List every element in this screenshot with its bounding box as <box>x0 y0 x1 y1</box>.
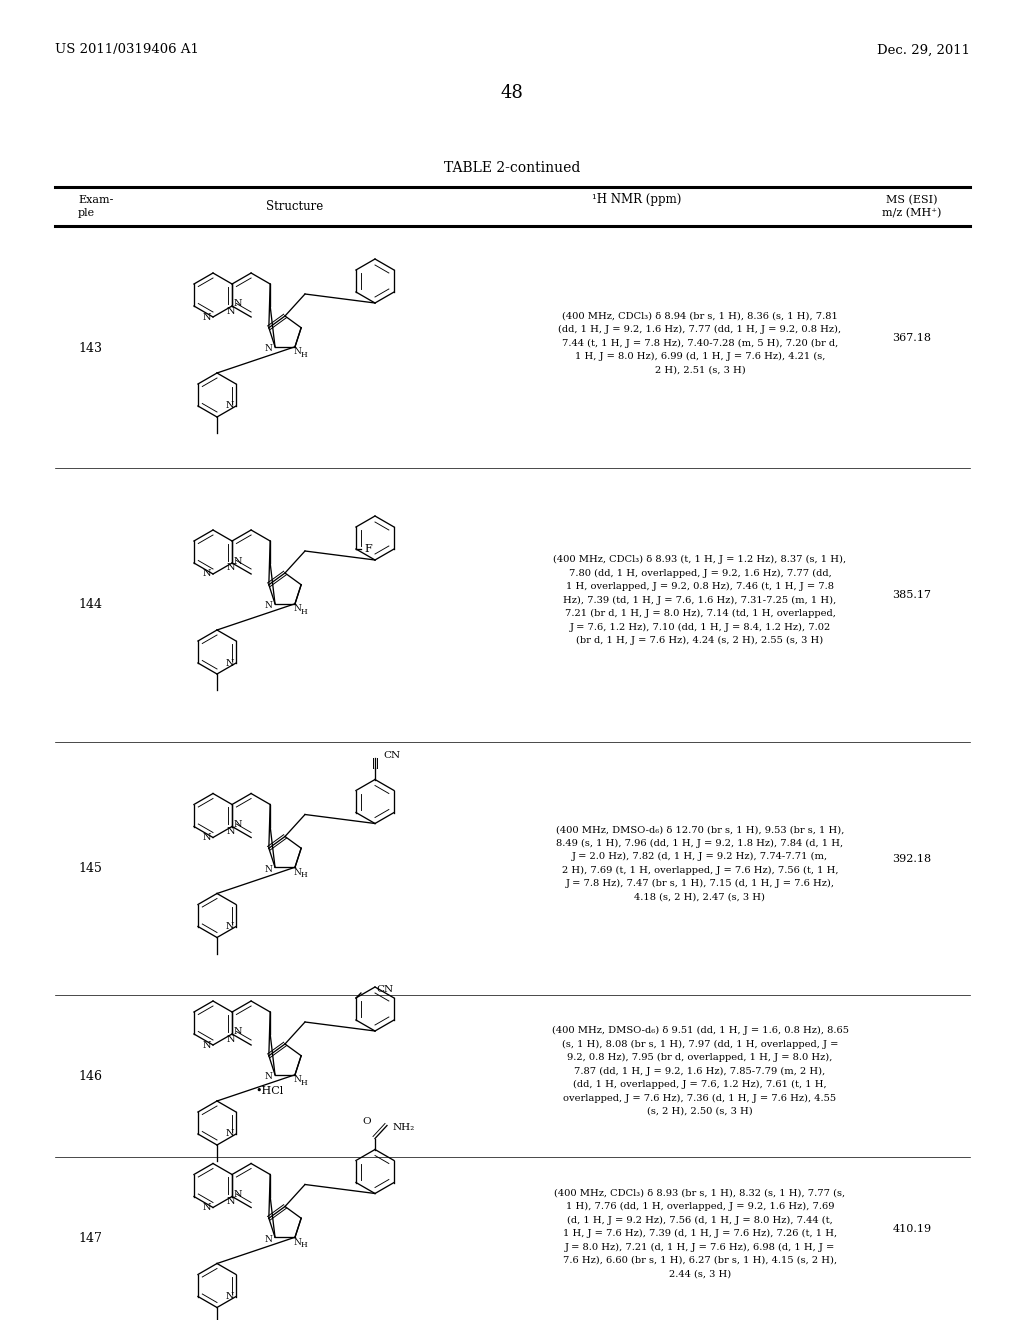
Text: 367.18: 367.18 <box>893 333 932 343</box>
Text: 2 H), 7.69 (t, 1 H, overlapped, J = 7.6 Hz), 7.56 (t, 1 H,: 2 H), 7.69 (t, 1 H, overlapped, J = 7.6 … <box>562 866 839 875</box>
Text: TABLE 2-continued: TABLE 2-continued <box>443 161 581 176</box>
Text: MS (ESI): MS (ESI) <box>886 195 938 205</box>
Text: N: N <box>203 833 211 842</box>
Text: N: N <box>293 1076 301 1084</box>
Text: N: N <box>226 1130 234 1138</box>
Text: Dec. 29, 2011: Dec. 29, 2011 <box>877 44 970 57</box>
Text: m/z (MH⁺): m/z (MH⁺) <box>883 207 942 218</box>
Text: N: N <box>264 1072 272 1081</box>
Text: N: N <box>226 401 234 411</box>
Text: 7.6 Hz), 6.60 (br s, 1 H), 6.27 (br s, 1 H), 4.15 (s, 2 H),: 7.6 Hz), 6.60 (br s, 1 H), 6.27 (br s, 1… <box>563 1257 837 1265</box>
Text: N: N <box>233 300 243 309</box>
Text: •HCl: •HCl <box>255 1086 284 1096</box>
Text: (400 MHz, CDCl₃) δ 8.94 (br s, 1 H), 8.36 (s, 1 H), 7.81: (400 MHz, CDCl₃) δ 8.94 (br s, 1 H), 8.3… <box>562 312 838 321</box>
Text: O: O <box>362 1117 372 1126</box>
Text: J = 2.0 Hz), 7.82 (d, 1 H, J = 9.2 Hz), 7.74-7.71 (m,: J = 2.0 Hz), 7.82 (d, 1 H, J = 9.2 Hz), … <box>572 853 828 862</box>
Text: (400 MHz, CDCl₃) δ 8.93 (t, 1 H, J = 1.2 Hz), 8.37 (s, 1 H),: (400 MHz, CDCl₃) δ 8.93 (t, 1 H, J = 1.2… <box>553 554 847 564</box>
Text: N: N <box>293 1238 301 1247</box>
Text: 147: 147 <box>78 1232 101 1245</box>
Text: F: F <box>365 544 372 554</box>
Text: ¹H NMR (ppm): ¹H NMR (ppm) <box>592 194 682 206</box>
Text: H: H <box>301 607 307 615</box>
Text: N: N <box>233 1027 243 1036</box>
Text: N: N <box>226 1035 236 1044</box>
Text: N: N <box>233 820 243 829</box>
Text: 7.80 (dd, 1 H, overlapped, J = 9.2, 1.6 Hz), 7.77 (dd,: 7.80 (dd, 1 H, overlapped, J = 9.2, 1.6 … <box>568 569 831 578</box>
Text: CN: CN <box>383 751 400 760</box>
Text: NH₂: NH₂ <box>393 1123 416 1133</box>
Text: N: N <box>264 345 272 354</box>
Text: (br d, 1 H, J = 7.6 Hz), 4.24 (s, 2 H), 2.55 (s, 3 H): (br d, 1 H, J = 7.6 Hz), 4.24 (s, 2 H), … <box>577 636 823 645</box>
Text: (400 MHz, DMSO-d₆) δ 12.70 (br s, 1 H), 9.53 (br s, 1 H),: (400 MHz, DMSO-d₆) δ 12.70 (br s, 1 H), … <box>556 825 844 834</box>
Text: 7.44 (t, 1 H, J = 7.8 Hz), 7.40-7.28 (m, 5 H), 7.20 (br d,: 7.44 (t, 1 H, J = 7.8 Hz), 7.40-7.28 (m,… <box>562 338 838 347</box>
Text: overlapped, J = 7.6 Hz), 7.36 (d, 1 H, J = 7.6 Hz), 4.55: overlapped, J = 7.6 Hz), 7.36 (d, 1 H, J… <box>563 1093 837 1102</box>
Text: (d, 1 H, J = 9.2 Hz), 7.56 (d, 1 H, J = 8.0 Hz), 7.44 (t,: (d, 1 H, J = 9.2 Hz), 7.56 (d, 1 H, J = … <box>567 1216 833 1225</box>
Text: Exam-: Exam- <box>78 195 114 205</box>
Text: 144: 144 <box>78 598 102 611</box>
Text: N: N <box>264 601 272 610</box>
Text: N: N <box>264 865 272 874</box>
Text: 410.19: 410.19 <box>893 1224 932 1233</box>
Text: US 2011/0319406 A1: US 2011/0319406 A1 <box>55 44 199 57</box>
Text: (400 MHz, DMSO-d₆) δ 9.51 (dd, 1 H, J = 1.6, 0.8 Hz), 8.65: (400 MHz, DMSO-d₆) δ 9.51 (dd, 1 H, J = … <box>552 1026 849 1035</box>
Text: 146: 146 <box>78 1069 102 1082</box>
Text: 2.44 (s, 3 H): 2.44 (s, 3 H) <box>669 1270 731 1279</box>
Text: (s, 2 H), 2.50 (s, 3 H): (s, 2 H), 2.50 (s, 3 H) <box>647 1107 753 1115</box>
Text: N: N <box>226 564 236 573</box>
Text: (dd, 1 H, J = 9.2, 1.6 Hz), 7.77 (dd, 1 H, J = 9.2, 0.8 Hz),: (dd, 1 H, J = 9.2, 1.6 Hz), 7.77 (dd, 1 … <box>558 325 842 334</box>
Text: N: N <box>203 313 211 322</box>
Text: N: N <box>226 306 236 315</box>
Text: N: N <box>233 557 243 565</box>
Text: 4.18 (s, 2 H), 2.47 (s, 3 H): 4.18 (s, 2 H), 2.47 (s, 3 H) <box>635 892 766 902</box>
Text: J = 8.0 Hz), 7.21 (d, 1 H, J = 7.6 Hz), 6.98 (d, 1 H, J =: J = 8.0 Hz), 7.21 (d, 1 H, J = 7.6 Hz), … <box>565 1242 836 1251</box>
Text: H: H <box>301 351 307 359</box>
Text: 2 H), 2.51 (s, 3 H): 2 H), 2.51 (s, 3 H) <box>654 366 745 375</box>
Text: N: N <box>203 569 211 578</box>
Text: 8.49 (s, 1 H), 7.96 (dd, 1 H, J = 9.2, 1.8 Hz), 7.84 (d, 1 H,: 8.49 (s, 1 H), 7.96 (dd, 1 H, J = 9.2, 1… <box>556 838 844 847</box>
Text: (400 MHz, CDCl₃) δ 8.93 (br s, 1 H), 8.32 (s, 1 H), 7.77 (s,: (400 MHz, CDCl₃) δ 8.93 (br s, 1 H), 8.3… <box>554 1188 846 1197</box>
Text: 7.87 (dd, 1 H, J = 9.2, 1.6 Hz), 7.85-7.79 (m, 2 H),: 7.87 (dd, 1 H, J = 9.2, 1.6 Hz), 7.85-7.… <box>574 1067 825 1076</box>
Text: 7.21 (br d, 1 H, J = 8.0 Hz), 7.14 (td, 1 H, overlapped,: 7.21 (br d, 1 H, J = 8.0 Hz), 7.14 (td, … <box>564 609 836 618</box>
Text: N: N <box>226 921 234 931</box>
Text: 1 H, overlapped, J = 9.2, 0.8 Hz), 7.46 (t, 1 H, J = 7.8: 1 H, overlapped, J = 9.2, 0.8 Hz), 7.46 … <box>566 582 834 591</box>
Text: N: N <box>293 867 301 876</box>
Text: N: N <box>203 1040 211 1049</box>
Text: ple: ple <box>78 209 95 218</box>
Text: 1 H, J = 8.0 Hz), 6.99 (d, 1 H, J = 7.6 Hz), 4.21 (s,: 1 H, J = 8.0 Hz), 6.99 (d, 1 H, J = 7.6 … <box>574 352 825 362</box>
Text: 143: 143 <box>78 342 102 355</box>
Text: J = 7.6, 1.2 Hz), 7.10 (dd, 1 H, J = 8.4, 1.2 Hz), 7.02: J = 7.6, 1.2 Hz), 7.10 (dd, 1 H, J = 8.4… <box>569 623 830 631</box>
Text: 1 H, J = 7.6 Hz), 7.39 (d, 1 H, J = 7.6 Hz), 7.26 (t, 1 H,: 1 H, J = 7.6 Hz), 7.39 (d, 1 H, J = 7.6 … <box>563 1229 837 1238</box>
Text: N: N <box>233 1191 243 1199</box>
Text: 145: 145 <box>78 862 101 875</box>
Text: N: N <box>203 1203 211 1212</box>
Text: H: H <box>301 871 307 879</box>
Text: H: H <box>301 1078 307 1086</box>
Text: CN: CN <box>376 986 393 994</box>
Text: N: N <box>226 659 234 668</box>
Text: J = 7.8 Hz), 7.47 (br s, 1 H), 7.15 (d, 1 H, J = 7.6 Hz),: J = 7.8 Hz), 7.47 (br s, 1 H), 7.15 (d, … <box>565 879 835 888</box>
Text: N: N <box>226 1292 234 1302</box>
Text: 1 H), 7.76 (dd, 1 H, overlapped, J = 9.2, 1.6 Hz), 7.69: 1 H), 7.76 (dd, 1 H, overlapped, J = 9.2… <box>565 1203 835 1210</box>
Text: 385.17: 385.17 <box>893 590 932 601</box>
Text: H: H <box>301 1241 307 1249</box>
Text: N: N <box>293 605 301 614</box>
Text: (dd, 1 H, overlapped, J = 7.6, 1.2 Hz), 7.61 (t, 1 H,: (dd, 1 H, overlapped, J = 7.6, 1.2 Hz), … <box>573 1080 826 1089</box>
Text: 9.2, 0.8 Hz), 7.95 (br d, overlapped, 1 H, J = 8.0 Hz),: 9.2, 0.8 Hz), 7.95 (br d, overlapped, 1 … <box>567 1053 833 1063</box>
Text: 48: 48 <box>501 84 523 102</box>
Text: N: N <box>226 828 236 836</box>
Text: Structure: Structure <box>266 201 324 214</box>
Text: N: N <box>293 347 301 356</box>
Text: 392.18: 392.18 <box>893 854 932 863</box>
Text: (s, 1 H), 8.08 (br s, 1 H), 7.97 (dd, 1 H, overlapped, J =: (s, 1 H), 8.08 (br s, 1 H), 7.97 (dd, 1 … <box>562 1039 839 1048</box>
Text: N: N <box>226 1197 236 1206</box>
Text: N: N <box>264 1234 272 1243</box>
Text: Hz), 7.39 (td, 1 H, J = 7.6, 1.6 Hz), 7.31-7.25 (m, 1 H),: Hz), 7.39 (td, 1 H, J = 7.6, 1.6 Hz), 7.… <box>563 595 837 605</box>
